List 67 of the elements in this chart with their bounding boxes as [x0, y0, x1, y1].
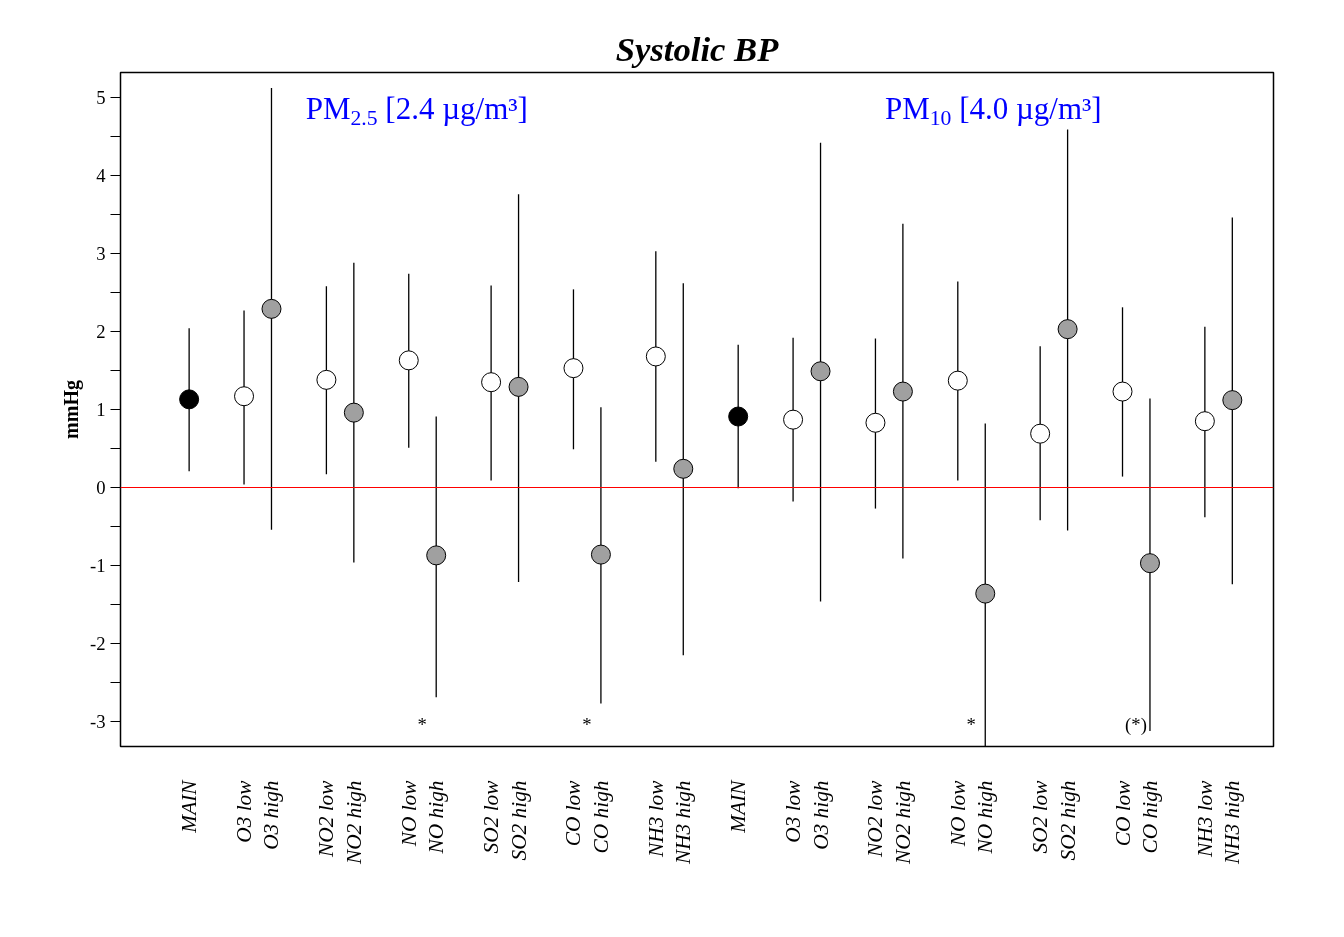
x-tick-label: O3 high — [808, 780, 833, 850]
x-tick-label: NH3 high — [671, 780, 696, 866]
x-tick-label: CO high — [588, 780, 613, 854]
x-tick-label: NO2 high — [341, 780, 366, 866]
x-tick-label: O3 high — [259, 780, 284, 850]
point — [590, 544, 611, 565]
chart-title: Systolic BP — [615, 29, 780, 68]
point — [481, 372, 502, 393]
point — [1030, 423, 1051, 444]
point — [865, 412, 886, 433]
y-tick-label: -3 — [89, 711, 106, 733]
x-tick-label: NO high — [973, 780, 998, 855]
x-tick-label: NH3 low — [643, 779, 668, 858]
point — [398, 350, 419, 371]
annotation: * — [417, 713, 427, 735]
y-axis-title: mmHg — [59, 380, 83, 439]
point — [426, 545, 447, 566]
x-tick-label: SO2 high — [1055, 780, 1080, 861]
point — [316, 369, 337, 390]
y-tick-label: -2 — [89, 633, 106, 655]
point — [563, 358, 584, 379]
point — [261, 298, 282, 319]
x-tick-label: NH3 low — [1192, 779, 1217, 858]
y-tick-label: 4 — [96, 164, 107, 186]
annotation: * — [582, 713, 592, 735]
point — [1057, 319, 1078, 340]
x-tick-label: CO high — [1137, 780, 1162, 854]
x-tick-label: MAIN — [726, 778, 751, 834]
x-tick-label: SO2 low — [1028, 779, 1053, 854]
x-tick-label: O3 low — [781, 779, 806, 843]
point — [783, 409, 804, 430]
annotation: (*) — [1125, 713, 1147, 736]
x-tick-label: CO low — [1110, 779, 1135, 847]
x-tick-label: NH3 high — [1220, 780, 1245, 866]
x-tick-label: NO low — [945, 779, 970, 848]
point — [892, 381, 913, 402]
x-tick-label: NO high — [424, 780, 449, 855]
y-tick-label: 1 — [96, 399, 106, 420]
y-tick-label: 5 — [96, 86, 106, 108]
point — [947, 370, 968, 391]
x-tick-label: NO2 low — [314, 779, 339, 858]
point — [234, 386, 255, 407]
x-tick-label: MAIN — [177, 778, 202, 834]
point — [179, 389, 200, 410]
x-tick-label: SO2 low — [479, 779, 504, 854]
x-tick-label: CO low — [561, 779, 586, 847]
x-tick-label: NO2 low — [863, 779, 888, 858]
y-tick-label: -1 — [89, 555, 106, 577]
point — [975, 583, 996, 604]
y-tick-label: 2 — [96, 320, 106, 342]
y-tick-label: 3 — [96, 242, 106, 264]
point — [1139, 553, 1160, 574]
x-tick-label: O3 low — [232, 779, 257, 843]
point — [673, 458, 694, 479]
point — [810, 361, 831, 382]
point — [343, 402, 364, 423]
point — [645, 346, 666, 367]
point — [728, 406, 749, 427]
point — [1222, 390, 1243, 411]
y-tick-label: 0 — [96, 477, 106, 499]
x-tick-label: SO2 high — [506, 780, 531, 861]
annotation: * — [966, 713, 976, 735]
point — [508, 376, 529, 397]
point — [1112, 381, 1133, 402]
x-tick-label: NO low — [396, 779, 421, 848]
point — [1194, 411, 1215, 432]
x-tick-label: NO2 high — [890, 780, 915, 866]
